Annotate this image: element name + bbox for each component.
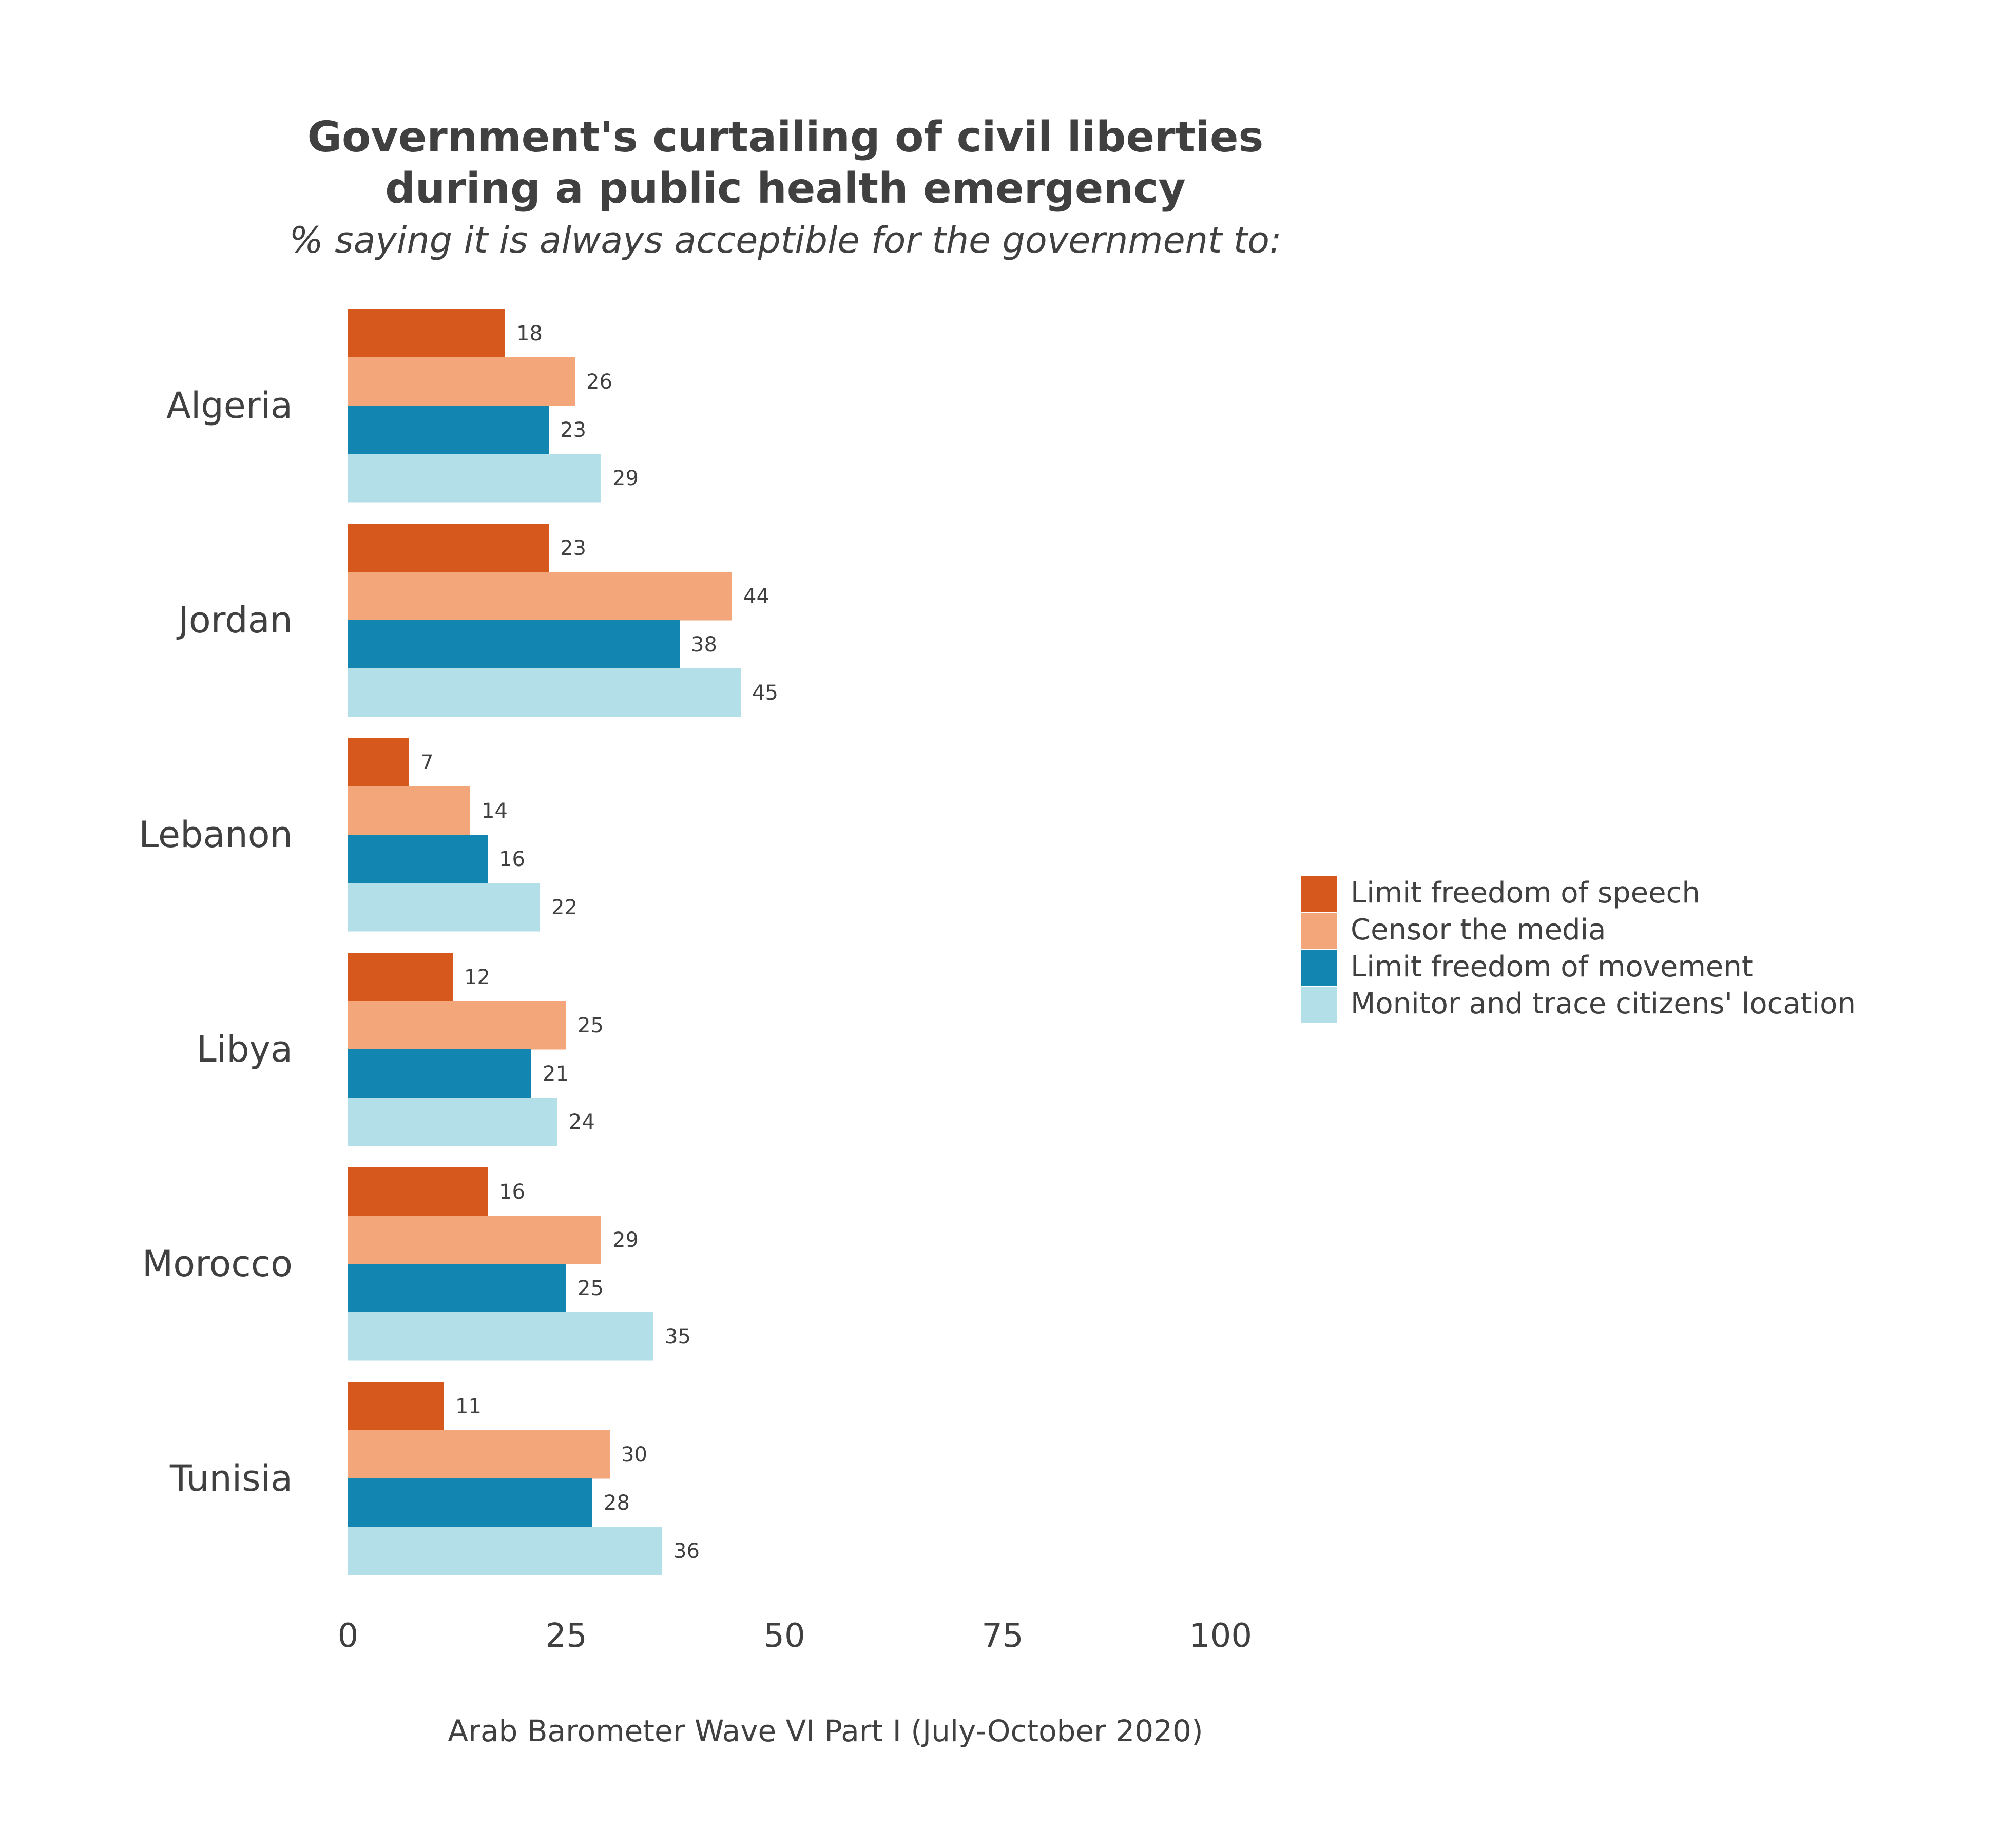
data-label-morocco-series-3: 25 — [578, 1277, 604, 1300]
bar-libya-series-1 — [348, 953, 453, 1002]
x-axis-ticks: 0 25 50 75 100 — [338, 1617, 1252, 1655]
bar-tunisia-series-3 — [348, 1478, 592, 1527]
bar-jordan-series-1 — [348, 524, 549, 572]
bar-jordan-series-4 — [348, 668, 741, 717]
bar-lebanon-series-2 — [348, 786, 470, 835]
data-label-lebanon-series-3: 16 — [499, 848, 525, 871]
data-label-jordan-series-2: 44 — [743, 585, 769, 608]
data-label-lebanon-series-4: 22 — [551, 896, 578, 919]
data-labels: 1826232923443845714162212252124162925351… — [420, 322, 778, 1563]
category-labels: Algeria Jordan Lebanon Libya Morocco Tunisia — [139, 384, 293, 1499]
data-label-tunisia-series-3: 28 — [604, 1491, 630, 1515]
bar-algeria-series-3 — [348, 406, 549, 454]
data-label-jordan-series-3: 38 — [691, 633, 717, 657]
data-label-libya-series-3: 21 — [543, 1062, 569, 1086]
category-label-algeria: Algeria — [166, 384, 293, 427]
data-label-algeria-series-3: 23 — [560, 418, 586, 442]
bar-lebanon-series-3 — [348, 835, 488, 883]
x-tick-label-75: 75 — [981, 1617, 1023, 1655]
bar-lebanon-series-1 — [348, 738, 409, 787]
legend-swatch-1 — [1301, 876, 1337, 912]
data-label-morocco-series-4: 35 — [665, 1325, 691, 1349]
data-label-libya-series-1: 12 — [464, 966, 490, 989]
bar-algeria-series-4 — [348, 454, 601, 503]
data-label-tunisia-series-2: 30 — [621, 1443, 647, 1467]
bar-libya-series-2 — [348, 1001, 566, 1050]
legend-label-1: Limit freedom of speech — [1351, 876, 1700, 910]
bar-jordan-series-2 — [348, 572, 732, 621]
x-tick-label-100: 100 — [1189, 1617, 1252, 1655]
bar-libya-series-3 — [348, 1049, 531, 1098]
legend-label-3: Limit freedom of movement — [1351, 950, 1753, 984]
data-label-libya-series-4: 24 — [569, 1110, 595, 1134]
x-tick-label-25: 25 — [545, 1617, 587, 1655]
data-label-lebanon-series-2: 14 — [482, 799, 508, 823]
bar-jordan-series-3 — [348, 620, 680, 669]
data-label-jordan-series-1: 23 — [560, 536, 586, 560]
data-label-morocco-series-1: 16 — [499, 1180, 525, 1204]
bar-morocco-series-4 — [348, 1312, 653, 1361]
bar-morocco-series-3 — [348, 1264, 566, 1313]
bar-algeria-series-1 — [348, 309, 505, 358]
legend-swatch-2 — [1301, 913, 1337, 949]
category-label-tunisia: Tunisia — [169, 1457, 293, 1499]
data-label-morocco-series-2: 29 — [612, 1228, 639, 1252]
bar-lebanon-series-4 — [348, 883, 540, 932]
data-label-lebanon-series-1: 7 — [420, 751, 433, 775]
data-label-tunisia-series-4: 36 — [673, 1539, 700, 1563]
chart-title-line2: during a public health emergency — [385, 164, 1186, 213]
bars-group — [348, 309, 741, 1575]
chart-caption: Arab Barometer Wave VI Part I (July-Octo… — [448, 1714, 1203, 1748]
bar-morocco-series-1 — [348, 1167, 488, 1216]
data-label-jordan-series-4: 45 — [752, 681, 778, 705]
chart-subtitle: % saying it is always acceptible for the… — [289, 219, 1281, 261]
bar-tunisia-series-2 — [348, 1430, 610, 1479]
bar-libya-series-4 — [348, 1098, 557, 1146]
data-label-algeria-series-1: 18 — [516, 322, 543, 345]
category-label-libya: Libya — [197, 1028, 293, 1070]
legend-swatch-3 — [1301, 950, 1337, 986]
category-label-morocco: Morocco — [142, 1243, 293, 1285]
data-label-algeria-series-4: 29 — [612, 467, 639, 490]
data-label-algeria-series-2: 26 — [586, 370, 612, 394]
bar-tunisia-series-4 — [348, 1527, 662, 1575]
legend-label-2: Censor the media — [1351, 913, 1606, 947]
chart-title-line1: Government's curtailing of civil liberti… — [307, 113, 1264, 162]
x-tick-label-0: 0 — [338, 1617, 359, 1655]
bar-algeria-series-2 — [348, 357, 575, 406]
legend-swatch-4 — [1301, 987, 1337, 1023]
data-label-libya-series-2: 25 — [578, 1014, 604, 1037]
data-label-tunisia-series-1: 11 — [455, 1395, 482, 1418]
x-tick-label-50: 50 — [763, 1617, 805, 1655]
legend-label-4: Monitor and trace citizens' location — [1351, 987, 1856, 1021]
category-label-lebanon: Lebanon — [139, 814, 293, 856]
bar-morocco-series-2 — [348, 1216, 601, 1264]
category-label-jordan: Jordan — [176, 599, 293, 641]
bar-tunisia-series-1 — [348, 1382, 444, 1431]
